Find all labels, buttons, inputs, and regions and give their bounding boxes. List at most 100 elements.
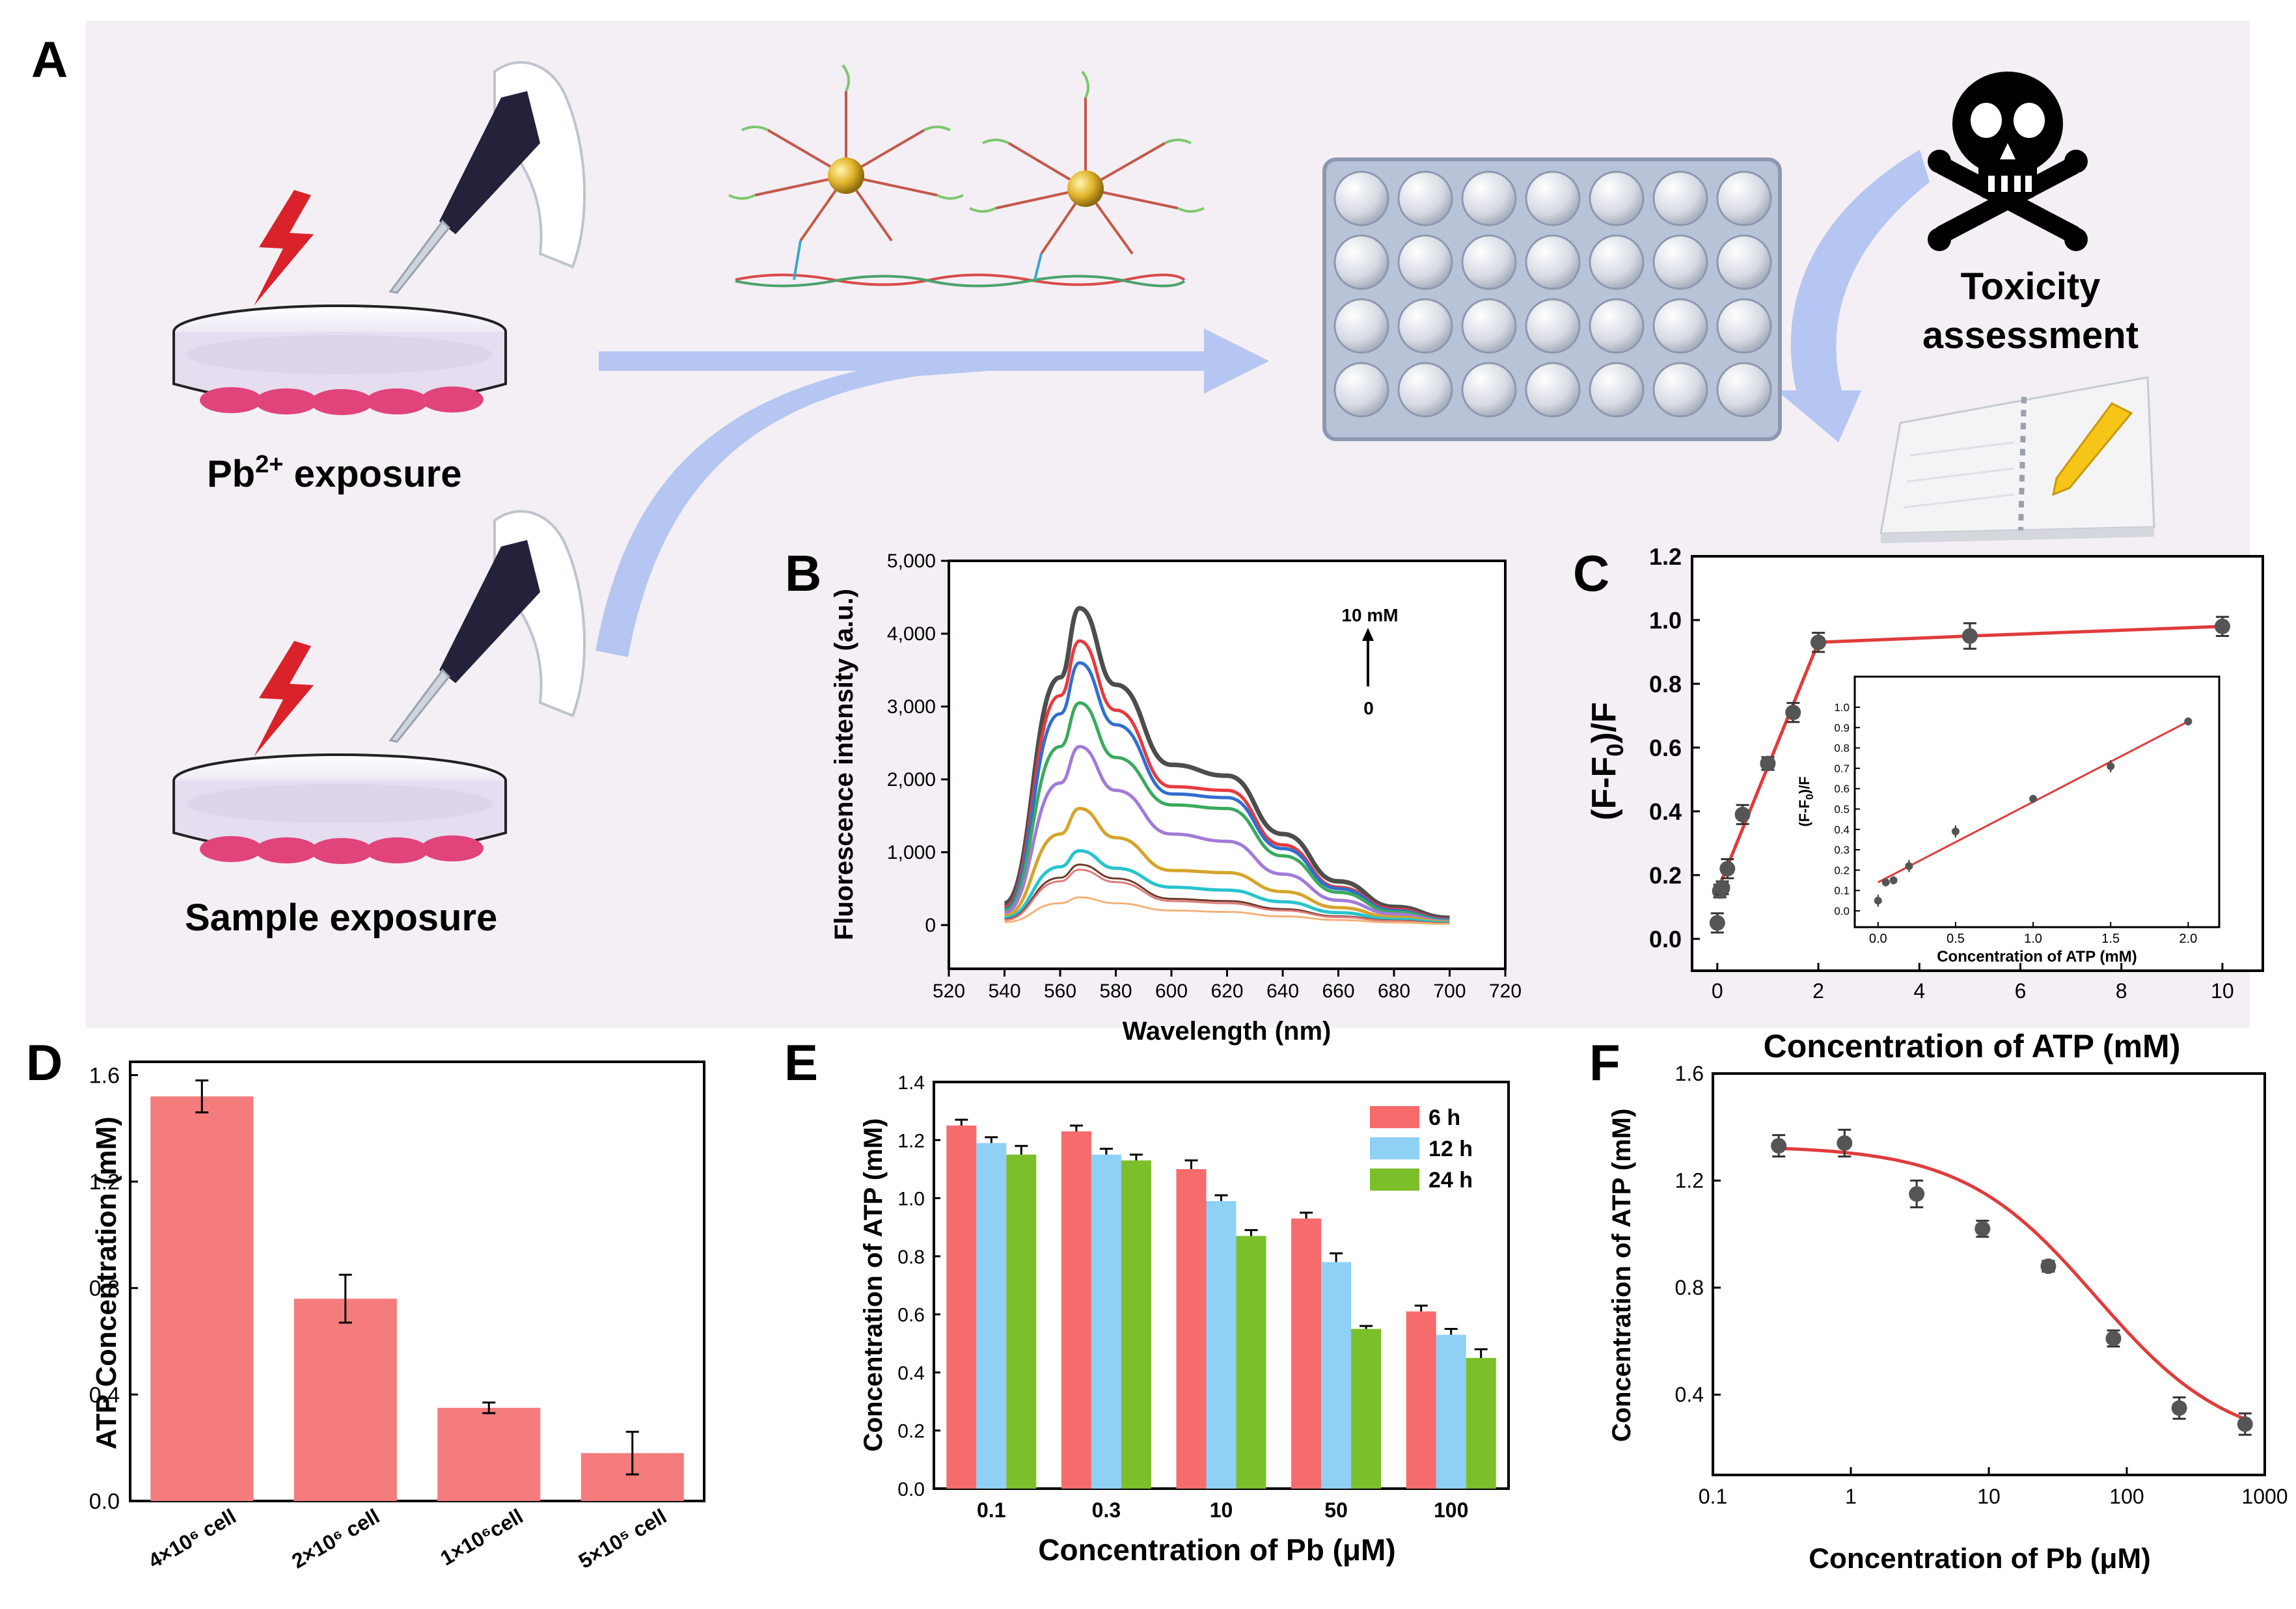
panel-c-x-axis-label: Concentration of ATP (mM): [1764, 1028, 2181, 1064]
x-tick-label: 6: [2015, 979, 2027, 1003]
y-tick-label: 0.0: [897, 1479, 925, 1500]
well: [1652, 362, 1708, 418]
panel-f-ticks: 0.1 1 10 100 1000 0.4 0.8 1.2 1.6: [1675, 1062, 2288, 1508]
cells-sample: [200, 835, 484, 864]
toxicity-label-line2: assessment: [1922, 314, 2139, 357]
y-tick-label: 0.2: [897, 1421, 925, 1442]
well: [1716, 170, 1772, 226]
panel-c-data: [1709, 615, 2230, 934]
bar: [1351, 1329, 1382, 1489]
data-point: [1719, 861, 1736, 877]
bar: [1406, 1311, 1436, 1489]
y-tick-label: 1.2: [897, 1130, 925, 1152]
fit-curve: [1779, 1146, 2246, 1421]
y-tick-label: 0.6: [1649, 735, 1682, 761]
inset-y-tick-label: 1.0: [1834, 701, 1850, 714]
bar: [1436, 1334, 1466, 1489]
y-tick-label: 1.4: [897, 1072, 925, 1094]
inset-data-point: [1889, 876, 1898, 885]
y-tick-label: 0.8: [89, 1277, 120, 1301]
y-tick-label: 0.2: [1649, 862, 1682, 889]
x-tick-label: 1000: [2241, 1485, 2288, 1508]
data-point: [1734, 806, 1751, 822]
inset-y-tick-label: 0.7: [1834, 763, 1850, 775]
inset-data-point: [2029, 794, 2038, 803]
inset-y-tick-label: 0.5: [1834, 803, 1850, 815]
y-tick-label: 0.4: [1675, 1383, 1704, 1407]
panel-c-inset: 0.0 0.5 1.0 1.5 2.0 0.0 0.1 0.2 0.3 0.4 0.5 0.6 0.7 0…: [1834, 701, 2197, 946]
well: [1397, 298, 1453, 354]
y-tick-label: 0.8: [1675, 1276, 1704, 1299]
sample-exposure-label: Sample exposure: [185, 897, 497, 939]
bar: [1176, 1169, 1207, 1489]
inset-y-tick-label: 0.3: [1834, 844, 1850, 856]
panel-f-data: [1771, 1128, 2253, 1436]
x-tick-label: 580: [1099, 980, 1132, 1002]
x-tick-label: 2: [1812, 979, 1824, 1003]
pb-exposure-label: Pb2+ exposure: [207, 451, 461, 495]
y-tick-label: 1.0: [897, 1189, 925, 1210]
data-point: [2040, 1258, 2057, 1275]
flow-arrow-bottom: [595, 357, 989, 657]
notebook-icon: [1879, 376, 2155, 543]
well: [1589, 298, 1645, 354]
inset-y-tick-label: 0.6: [1834, 783, 1850, 795]
y-tick-label: 0.4: [897, 1362, 925, 1384]
data-point: [1909, 1186, 1925, 1202]
panel-e: E 0.00.20.40.60.81.01.21.40.1 0.3 10 50 100 …: [784, 1034, 1510, 1567]
legend-label: 12 h: [1428, 1137, 1473, 1161]
panel-c-letter: C: [1573, 545, 1609, 602]
category-label: 4×10⁶ cell: [144, 1504, 240, 1573]
bar: [294, 1299, 397, 1501]
well: [1652, 298, 1708, 354]
inset-data-point: [1905, 862, 1913, 871]
panel-b-plot-frame: [948, 560, 1507, 970]
panel-d: D 0.0 0.4 0.8 1.2 1.6 4×10⁶ cell 2×10⁶ cell 1×…: [26, 1034, 705, 1573]
toxicity-label-line1: Toxicity: [1961, 265, 2101, 308]
y-tick-label: 0: [925, 915, 936, 936]
legend-label: 6 h: [1428, 1105, 1460, 1130]
x-tick-label: 540: [988, 980, 1020, 1002]
spectrum-line: [1004, 869, 1450, 925]
inset-data-point: [2107, 762, 2115, 770]
panel-b: B 520 540 560 580 600 620 640 660 680 700 720 0 1,0…: [785, 545, 1522, 1046]
cells-pb: [200, 386, 484, 415]
pipette-icon: [389, 509, 586, 743]
data-point: [2214, 618, 2230, 634]
x-tick-label: 10: [1977, 1485, 2001, 1508]
y-tick-label: 1.2: [89, 1170, 120, 1195]
panel-c-inset-x-label: Concentration of ATP (mM): [1937, 948, 2137, 966]
x-tick-label: 0.1: [1699, 1485, 1727, 1508]
inset-data-point: [1951, 827, 1960, 835]
panel-b-arrow-bottom-label: 0: [1363, 698, 1374, 718]
inset-x-tick-label: 1.0: [2024, 932, 2042, 946]
data-point: [1785, 705, 1801, 721]
panel-b-letter: B: [785, 545, 821, 602]
y-tick-label: 1.0: [1649, 607, 1682, 634]
category-label: 5×10⁵ cell: [575, 1504, 670, 1573]
inset-y-tick-label: 0.1: [1834, 885, 1850, 897]
well: [1333, 170, 1389, 226]
well: [1589, 362, 1645, 418]
y-tick-label: 0.4: [89, 1383, 120, 1407]
panel-f-x-axis-label: Concentration of Pb (μM): [1809, 1543, 2151, 1575]
data-point: [1771, 1138, 1787, 1154]
data-point: [2105, 1331, 2122, 1347]
inset-y-tick-label: 0.8: [1834, 742, 1850, 755]
panel-c-inset-frame: [1853, 675, 2221, 928]
well: [1716, 298, 1772, 354]
panel-d-letter: D: [26, 1034, 62, 1091]
curved-arrow-right: [1777, 150, 1930, 442]
panel-a-letter: A: [31, 31, 68, 88]
x-tick-label: 0.3: [1092, 1498, 1121, 1522]
bar: [1291, 1218, 1322, 1489]
panel-b-arrow-head: [1362, 628, 1374, 641]
x-tick-label: 660: [1322, 980, 1354, 1002]
well: [1716, 234, 1772, 290]
y-tick-label: 5,000: [887, 550, 936, 572]
spectrum-line: [1004, 896, 1450, 925]
bar: [1206, 1201, 1237, 1489]
y-tick-label: 0.0: [1649, 926, 1682, 953]
well: [1652, 234, 1708, 290]
